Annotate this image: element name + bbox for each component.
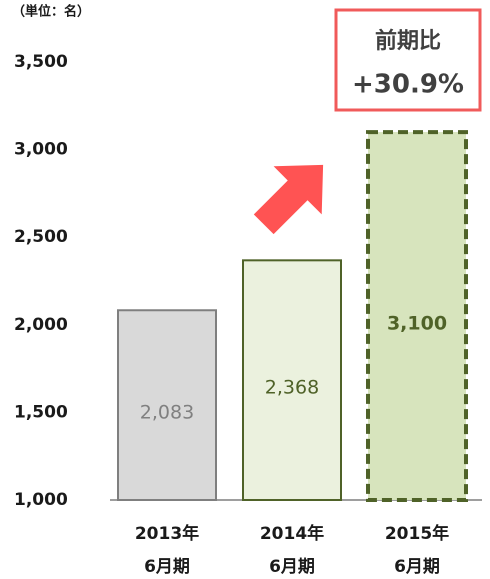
y-tick-label: 1,000 (14, 490, 68, 510)
x-tick-label: 2014年 6月期 (259, 524, 325, 577)
y-tick-label: 3,000 (14, 140, 68, 160)
value-label: 3,100 (387, 313, 447, 335)
growth-arrow (253, 164, 324, 235)
value-label: 2,083 (140, 402, 194, 424)
y-tick-label: 1,500 (14, 402, 68, 422)
bar (117, 309, 217, 501)
annotation-text: +30.9% (352, 70, 464, 100)
y-tick-label: 3,500 (14, 52, 68, 72)
x-tick-label: 2015年 6月期 (384, 524, 450, 577)
y-tick-label: 2,500 (14, 227, 68, 247)
unit-label: （単位：名） (12, 4, 90, 20)
bar (242, 259, 342, 501)
x-tick-label: 2013年 6月期 (134, 524, 200, 577)
annotation-title: 前期比 (375, 28, 441, 54)
annotation-box (334, 8, 482, 112)
value-label: 2,368 (265, 377, 319, 399)
y-tick-label: 2,000 (14, 315, 68, 335)
bar (366, 130, 468, 503)
